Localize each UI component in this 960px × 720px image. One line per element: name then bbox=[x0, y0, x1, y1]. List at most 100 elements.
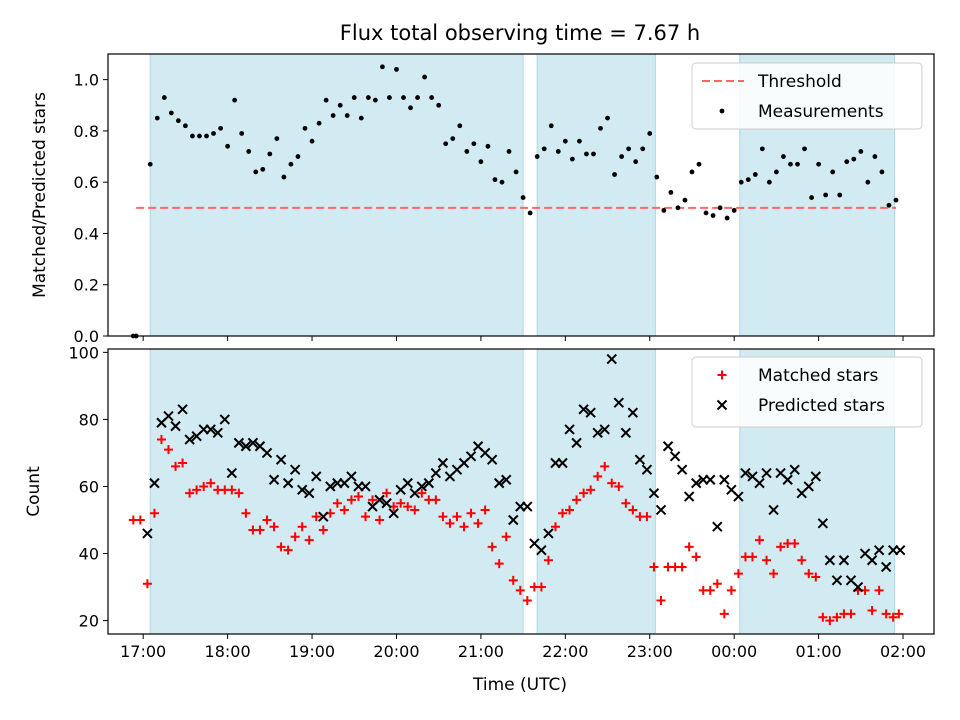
data-point bbox=[318, 511, 329, 522]
data-point bbox=[866, 555, 878, 566]
data-point bbox=[332, 498, 342, 508]
data-point bbox=[464, 149, 470, 154]
data-point bbox=[275, 454, 287, 465]
data-point bbox=[705, 474, 716, 485]
data-point bbox=[599, 424, 610, 435]
y-tick-label: 0.4 bbox=[74, 224, 99, 243]
data-point bbox=[598, 125, 603, 131]
axes-frame bbox=[107, 53, 935, 337]
data-point bbox=[403, 502, 413, 512]
data-point bbox=[154, 115, 160, 121]
legend-label: Matched stars bbox=[758, 366, 878, 386]
data-point bbox=[804, 569, 814, 579]
data-point bbox=[396, 498, 406, 508]
data-point bbox=[262, 515, 272, 525]
data-point bbox=[565, 505, 575, 515]
data-point bbox=[584, 151, 589, 157]
data-point bbox=[614, 481, 624, 491]
data-point bbox=[494, 559, 504, 569]
data-point bbox=[156, 435, 166, 445]
data-point bbox=[768, 504, 779, 516]
data-point bbox=[219, 414, 231, 425]
data-point bbox=[747, 552, 757, 562]
data-point bbox=[473, 518, 483, 528]
data-point bbox=[555, 149, 561, 154]
data-point bbox=[253, 169, 259, 175]
data-point bbox=[642, 512, 652, 522]
data-point bbox=[226, 467, 238, 479]
data-point bbox=[761, 467, 772, 479]
data-point bbox=[325, 481, 336, 492]
data-point bbox=[691, 552, 701, 562]
data-point bbox=[844, 159, 850, 165]
data-point bbox=[724, 215, 730, 221]
data-point bbox=[846, 609, 856, 619]
data-point bbox=[677, 562, 687, 572]
data-point bbox=[781, 154, 786, 159]
data-point bbox=[276, 542, 286, 552]
data-point bbox=[164, 445, 174, 455]
data-point bbox=[171, 461, 181, 471]
data-point bbox=[177, 404, 188, 415]
data-point bbox=[550, 522, 560, 532]
data-point bbox=[606, 353, 617, 365]
shaded-interval bbox=[149, 53, 524, 337]
data-point bbox=[733, 491, 744, 502]
data-point bbox=[246, 149, 252, 154]
data-point bbox=[142, 579, 152, 589]
y-tick-label: 0.0 bbox=[74, 327, 99, 346]
data-point bbox=[330, 113, 336, 118]
data-point bbox=[394, 66, 399, 72]
data-point bbox=[696, 161, 702, 167]
data-point bbox=[872, 154, 878, 159]
data-point bbox=[365, 95, 371, 100]
data-point bbox=[578, 404, 589, 415]
data-point bbox=[361, 512, 371, 522]
data-point bbox=[368, 495, 378, 505]
data-point bbox=[295, 154, 301, 159]
data-point bbox=[626, 146, 632, 152]
data-point bbox=[281, 174, 287, 180]
legend-box bbox=[691, 62, 923, 130]
data-point bbox=[607, 478, 617, 488]
data-point bbox=[858, 149, 864, 154]
data-point bbox=[809, 195, 814, 200]
data-point bbox=[515, 585, 525, 595]
data-point bbox=[627, 407, 639, 418]
x-tick-label: 19:00 bbox=[289, 642, 335, 661]
data-point bbox=[712, 521, 723, 532]
data-point bbox=[438, 512, 448, 522]
data-point bbox=[634, 454, 646, 465]
data-point bbox=[682, 197, 688, 203]
data-point bbox=[302, 125, 308, 131]
data-point bbox=[450, 136, 456, 142]
data-point bbox=[241, 508, 251, 518]
data-point bbox=[752, 172, 758, 177]
legend-swatch bbox=[716, 399, 728, 411]
data-point bbox=[823, 192, 829, 198]
data-point bbox=[534, 154, 540, 159]
y-tick-label: 20 bbox=[79, 612, 99, 631]
data-point bbox=[769, 569, 779, 579]
data-point bbox=[522, 501, 533, 512]
data-point bbox=[705, 585, 715, 595]
data-point bbox=[676, 464, 688, 475]
data-point bbox=[810, 471, 822, 482]
data-point bbox=[865, 179, 871, 185]
data-point bbox=[323, 97, 329, 103]
data-point bbox=[360, 481, 371, 492]
data-point bbox=[232, 97, 238, 103]
data-point bbox=[211, 131, 216, 136]
y-tick-label: 0.2 bbox=[74, 276, 99, 295]
data-point bbox=[379, 64, 385, 70]
data-point bbox=[288, 161, 294, 167]
data-point bbox=[745, 177, 751, 183]
legend-swatch bbox=[717, 370, 727, 380]
data-point bbox=[205, 424, 216, 435]
data-point bbox=[240, 441, 252, 452]
data-point bbox=[755, 535, 765, 545]
data-point bbox=[586, 485, 596, 495]
data-point bbox=[879, 169, 885, 175]
data-point bbox=[417, 488, 427, 498]
legend-label: Measurements bbox=[758, 102, 884, 122]
